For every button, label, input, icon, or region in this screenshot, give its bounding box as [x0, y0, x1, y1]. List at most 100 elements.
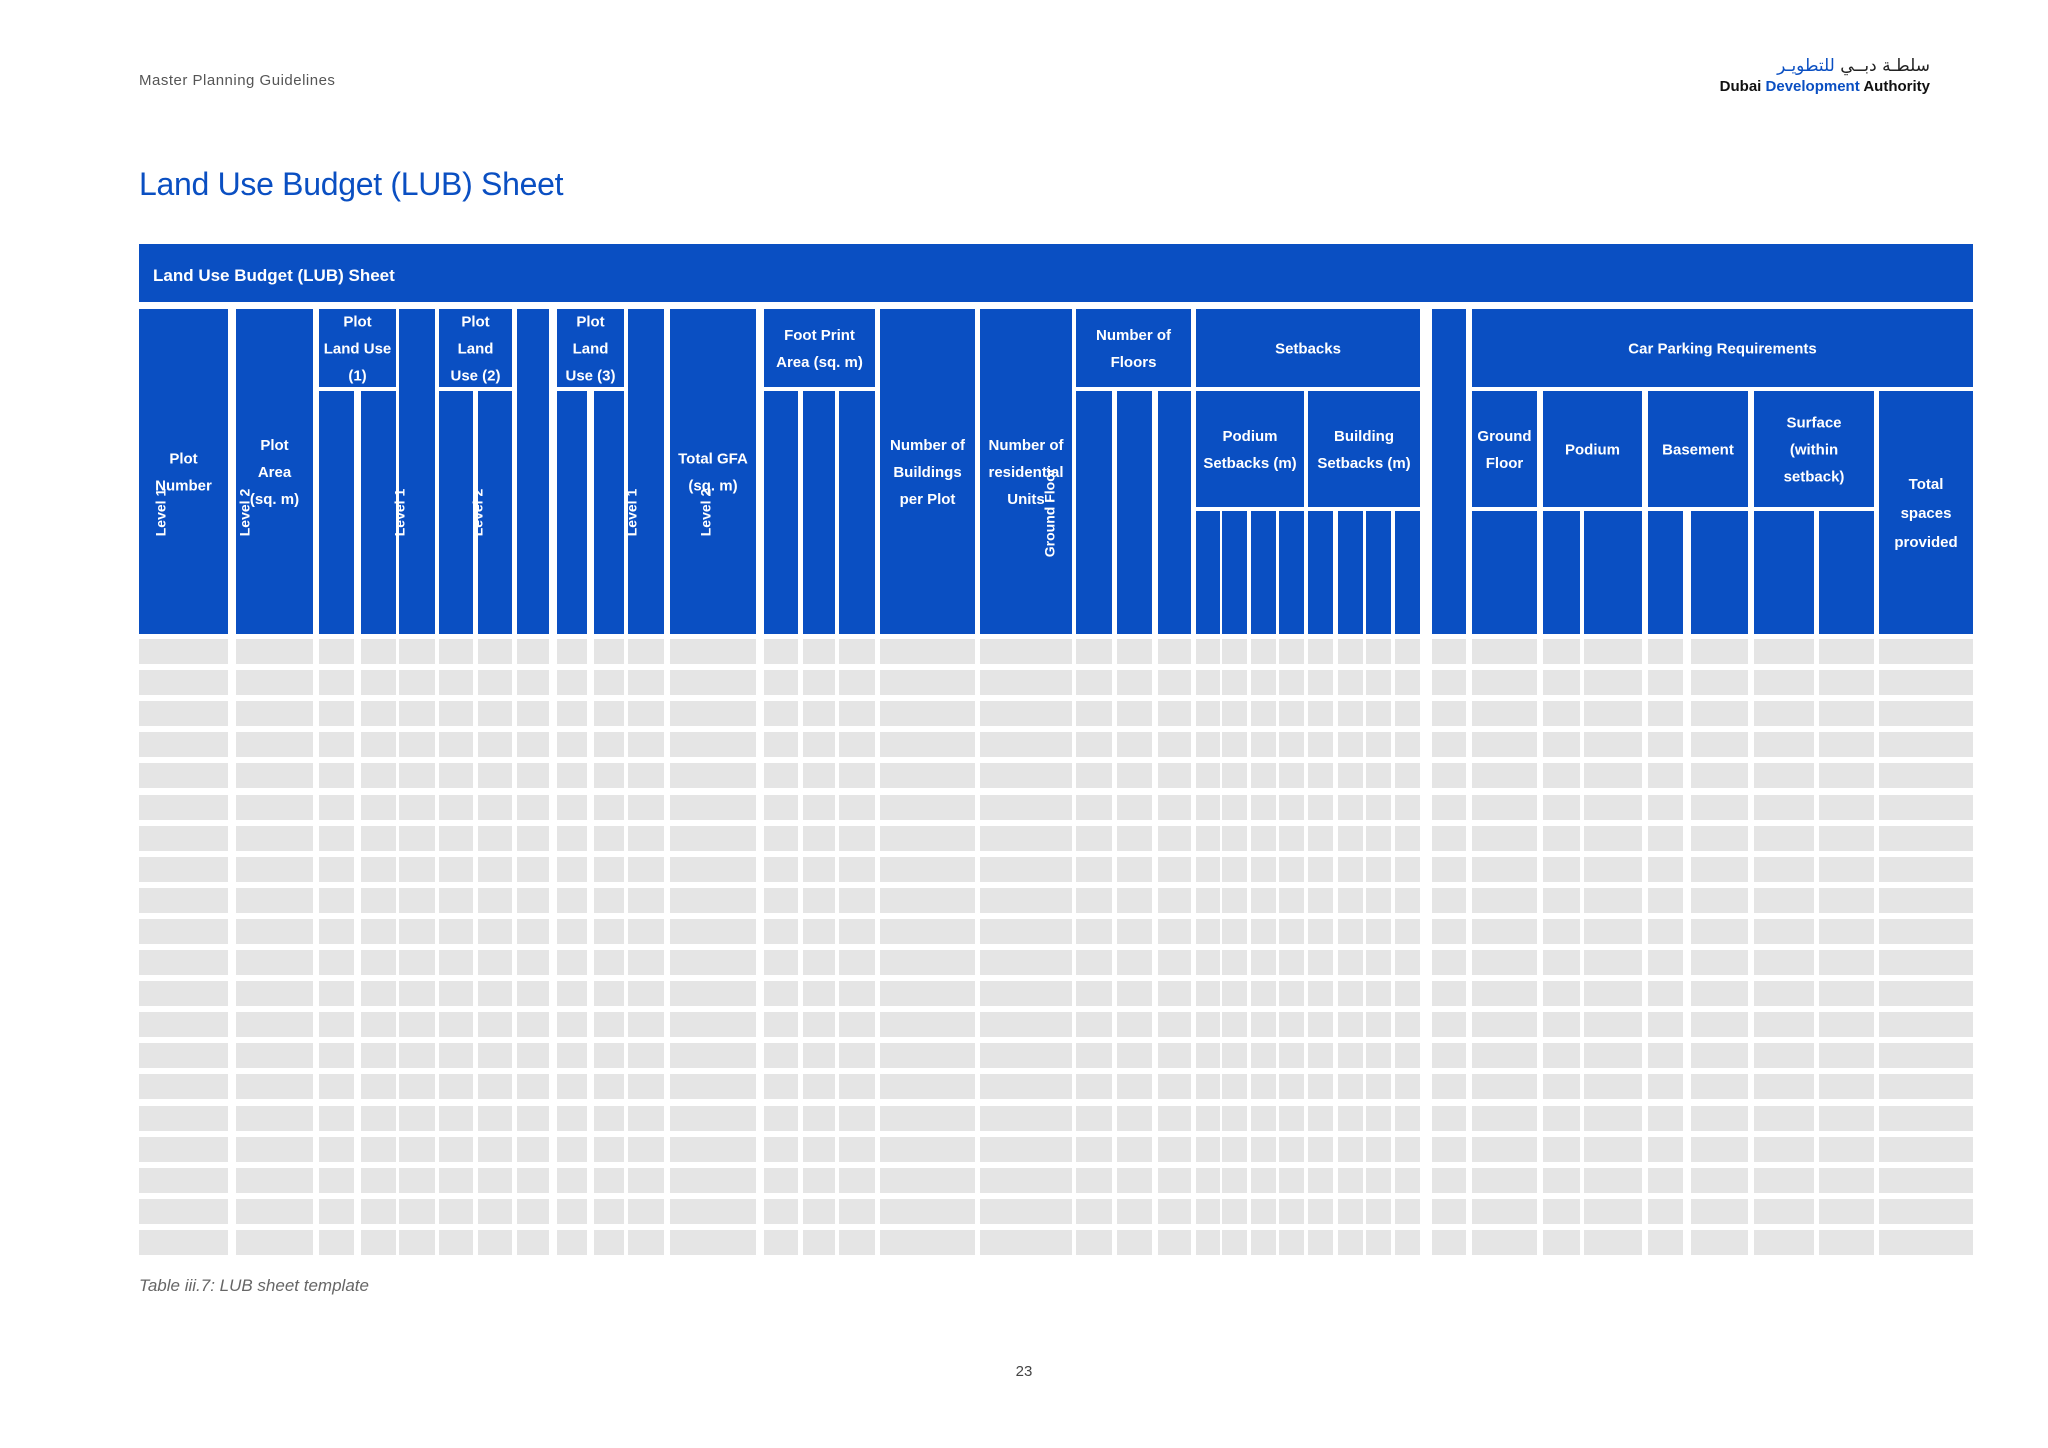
table-cell-r10-g3: [628, 919, 664, 944]
table-cell-r16-nf_b: [1076, 1106, 1112, 1131]
table-cell-r19-g2: [517, 1199, 549, 1224]
table-cell-r5-fp_b: [839, 763, 875, 788]
table-cell-r10-ps3: [1251, 919, 1276, 944]
table-cell-r14-rp: [1432, 1043, 1466, 1068]
table-cell-r16-cp_s: [1584, 1106, 1642, 1131]
table-cell-r10-cb_s: [1691, 919, 1748, 944]
table-cell-r2-nf_p: [1117, 670, 1152, 695]
table-cell-r12-pl3_l2: [594, 981, 624, 1006]
table-cell-r16-pl1_l2: [361, 1106, 396, 1131]
table-cell-r3-cb_f: [1648, 701, 1683, 726]
table-cell-r19-tg: [670, 1199, 756, 1224]
table-cell-r15-fp_gf: [764, 1074, 798, 1099]
table-cell-r17-ps2: [1222, 1137, 1247, 1162]
header-foot-print-cell: [764, 309, 875, 387]
table-cell-r1-cp_f: [1543, 639, 1580, 664]
table-cell-r10-fp_b: [839, 919, 875, 944]
table-cell-r17-pl1_l1: [319, 1137, 354, 1162]
table-cell-r20-cp_f: [1543, 1230, 1580, 1255]
table-cell-r13-cs_s: [1819, 1012, 1874, 1037]
table-cell-r16-pl3_l2: [594, 1106, 624, 1131]
table-cell-r12-nb: [880, 981, 975, 1006]
table-cell-r8-pn: [139, 857, 228, 882]
table-cell-r9-nf_b: [1076, 888, 1112, 913]
table-cell-r10-pl2_l1: [439, 919, 473, 944]
table-cell-r9-bs1: [1308, 888, 1333, 913]
table-cell-r11-pl1_l1: [319, 950, 354, 975]
table-cell-r14-pl1_l1: [319, 1043, 354, 1068]
table-cell-r1-cb_s: [1691, 639, 1748, 664]
table-cell-r15-cp_f: [1543, 1074, 1580, 1099]
table-cell-r15-nf_b: [1076, 1074, 1112, 1099]
table-cell-r17-pl3_l1: [557, 1137, 587, 1162]
table-cell-r13-g1: [399, 1012, 435, 1037]
table-cell-r18-ps3: [1251, 1168, 1276, 1193]
table-cell-r2-ts: [1879, 670, 1973, 695]
table-cell-r6-pl1_l1: [319, 795, 354, 820]
table-cell-r13-bs3: [1366, 1012, 1391, 1037]
table-cell-r2-g1: [399, 670, 435, 695]
table-cell-r12-g2: [517, 981, 549, 1006]
table-cell-r14-fp_gf: [764, 1043, 798, 1068]
table-cell-r17-bs4: [1395, 1137, 1420, 1162]
table-cell-r5-nf_b: [1076, 763, 1112, 788]
table-cell-r4-nf_p: [1117, 732, 1152, 757]
page-title: Land Use Budget (LUB) Sheet: [139, 166, 564, 202]
table-cell-r8-cg: [1472, 857, 1537, 882]
table-cell-r19-cg: [1472, 1199, 1537, 1224]
table-cell-r9-pl2_l1: [439, 888, 473, 913]
table-cell-r19-bs4: [1395, 1199, 1420, 1224]
header-cp-basement: Basement: [1662, 441, 1734, 458]
table-cell-r10-cp_s: [1584, 919, 1642, 944]
table-cell-r17-cg: [1472, 1137, 1537, 1162]
table-cell-r7-pl3_l2: [594, 826, 624, 851]
table-cell-r12-cb_s: [1691, 981, 1748, 1006]
table-cell-r2-nr: [980, 670, 1072, 695]
table-cell-r19-pl2_l1: [439, 1199, 473, 1224]
table-cell-r7-pl3_l1: [557, 826, 587, 851]
table-cell-r3-pn: [139, 701, 228, 726]
header-podium-setbacks: Podium Setbacks (m): [1203, 428, 1296, 472]
table-cell-r2-fp_p: [803, 670, 835, 695]
table-cell-r13-bs2: [1338, 1012, 1363, 1037]
table-cell-r15-pl1_l1: [319, 1074, 354, 1099]
table-cell-r19-rp: [1432, 1199, 1466, 1224]
table-cell-r19-ps4: [1279, 1199, 1304, 1224]
table-cell-r7-cg: [1472, 826, 1537, 851]
table-cell-r18-rp: [1432, 1168, 1466, 1193]
table-cell-r11-cs_a: [1754, 950, 1814, 975]
table-cell-r12-pa: [236, 981, 313, 1006]
table-cell-r12-pl2_l1: [439, 981, 473, 1006]
table-cell-r4-g3: [628, 732, 664, 757]
table-cell-r16-fp_gf: [764, 1106, 798, 1131]
table-cell-r2-ps3: [1251, 670, 1276, 695]
table-cell-r9-ps1: [1196, 888, 1220, 913]
table-cell-r18-cp_f: [1543, 1168, 1580, 1193]
table-cell-r8-ps1: [1196, 857, 1220, 882]
table-cell-r1-fp_gf: [764, 639, 798, 664]
table-cell-r13-pl1_l1: [319, 1012, 354, 1037]
table-title-bar: [139, 244, 1973, 302]
table-cell-r3-pl1_l2: [361, 701, 396, 726]
table-cell-r17-g2: [517, 1137, 549, 1162]
dda-logo: سلطـة دبــي للتطويـر Dubai Development A…: [1720, 56, 1930, 95]
table-cell-r13-pn: [139, 1012, 228, 1037]
table-cell-r14-pl1_l2: [361, 1043, 396, 1068]
table-cell-r4-tg: [670, 732, 756, 757]
table-cell-r6-bs1: [1308, 795, 1333, 820]
table-cell-r5-ts: [1879, 763, 1973, 788]
table-cell-r14-g1: [399, 1043, 435, 1068]
table-cell-r14-nr: [980, 1043, 1072, 1068]
table-cell-r9-pl1_l1: [319, 888, 354, 913]
table-cell-r6-pl3_l2: [594, 795, 624, 820]
header-podium-setback-side-4-cell: [1279, 511, 1304, 634]
table-cell-r16-g1: [399, 1106, 435, 1131]
table-cell-r1-g3: [628, 639, 664, 664]
header-lu2-level-1-cell: [439, 391, 473, 634]
table-cell-r20-ps2: [1222, 1230, 1247, 1255]
header-building-setbacks-cell: [1308, 391, 1420, 507]
table-cell-r15-pl3_l1: [557, 1074, 587, 1099]
table-cell-r14-nf_b: [1076, 1043, 1112, 1068]
table-cell-r20-pl3_l1: [557, 1230, 587, 1255]
table-cell-r17-g3: [628, 1137, 664, 1162]
